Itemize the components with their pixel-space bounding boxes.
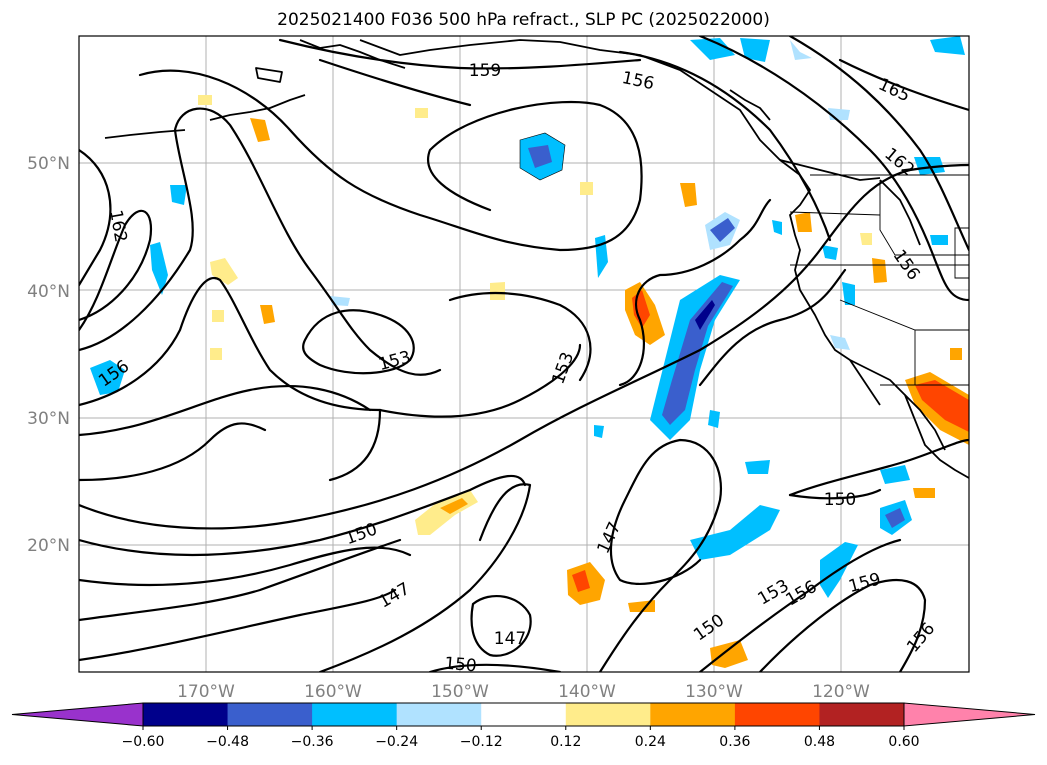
contour-label: 159 xyxy=(469,61,501,81)
colorbar-tick-label: 0.60 xyxy=(888,734,919,750)
colorbar-outline xyxy=(142,702,905,727)
colorbar-segment xyxy=(734,703,820,726)
contour-label: 150 xyxy=(824,490,856,510)
colorbar: −0.60 −0.48 −0.36 −0.24 −0.12 0.12 0.24 0.36 0.4… xyxy=(11,702,1036,750)
latitude-labels: 50°N 40°N 30°N 20°N xyxy=(27,154,70,556)
lat-label-50n: 50°N xyxy=(27,154,70,174)
colorbar-tick-label: 0.12 xyxy=(550,734,581,750)
map-frame xyxy=(78,35,970,673)
political-borders xyxy=(789,174,969,386)
colorbar-segment xyxy=(227,703,313,726)
lon-label-140w: 140°W xyxy=(558,682,616,702)
lat-label-20n: 20°N xyxy=(27,536,70,556)
colorbar-tick-label: −0.48 xyxy=(206,734,249,750)
lat-label-40n: 40°N xyxy=(27,282,70,302)
colorbar-segment xyxy=(565,703,651,726)
lon-label-120w: 120°W xyxy=(812,682,870,702)
refractivity-fill xyxy=(90,36,969,668)
slp-contours xyxy=(79,36,969,672)
contour-label: 150 xyxy=(443,654,477,677)
colorbar-tick-label: 0.36 xyxy=(719,734,750,750)
colorbar-segment xyxy=(143,703,229,726)
colorbar-tick-label: 0.48 xyxy=(804,734,835,750)
lat-label-30n: 30°N xyxy=(27,409,70,429)
colorbar-tick-label: 0.24 xyxy=(635,734,666,750)
colorbar-tick-label: −0.12 xyxy=(460,734,503,750)
colorbar-segment xyxy=(819,703,905,726)
colorbar-tick-label: −0.60 xyxy=(122,734,165,750)
colorbar-segment xyxy=(312,703,398,726)
colorbar-segment xyxy=(481,703,567,726)
contour-label: 147 xyxy=(494,629,526,649)
colorbar-segment xyxy=(650,703,736,726)
lon-label-130w: 130°W xyxy=(685,682,743,702)
lon-label-160w: 160°W xyxy=(304,682,362,702)
lon-label-150w: 150°W xyxy=(431,682,489,702)
colorbar-extend-high xyxy=(903,702,1036,727)
coastline xyxy=(104,39,969,479)
longitude-labels: 170°W 160°W 150°W 140°W 130°W 120°W xyxy=(177,682,870,702)
colorbar-tick-label: −0.36 xyxy=(291,734,334,750)
lon-label-170w: 170°W xyxy=(177,682,235,702)
colorbar-extend-low xyxy=(11,702,144,727)
map-title: 2025021400 F036 500 hPa refract., SLP PC… xyxy=(277,10,770,30)
colorbar-tick-label: −0.24 xyxy=(375,734,418,750)
colorbar-segment xyxy=(396,703,482,726)
